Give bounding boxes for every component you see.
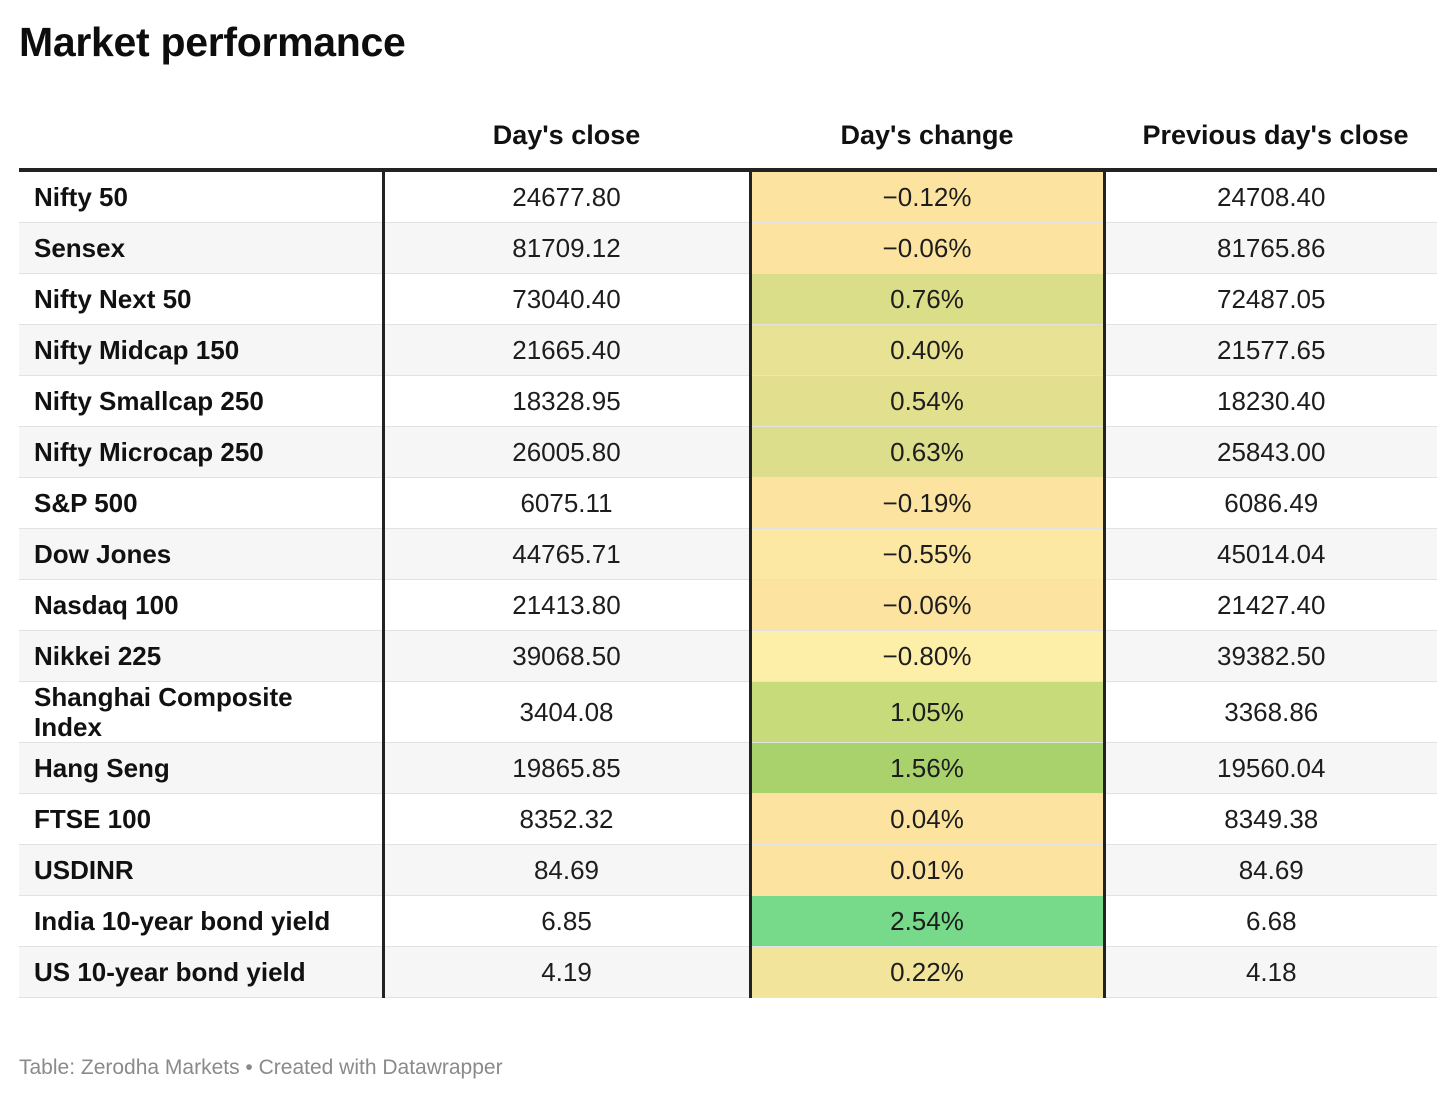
table-row: FTSE 100 8352.32 0.04% 8349.38: [19, 793, 1437, 845]
row-close-cell: 21665.40: [381, 324, 750, 376]
table-body: Nifty 50 24677.80 −0.12% 24708.40 Sensex 8170…: [19, 170, 1437, 998]
row-change-cell: 0.40%: [748, 324, 1104, 376]
table-row: S&P 500 6075.11 −0.19% 6086.49: [19, 477, 1437, 529]
table-row: Nikkei 225 39068.50 −0.80% 39382.50: [19, 630, 1437, 682]
row-name-cell: Hang Seng: [19, 742, 383, 794]
row-close-cell: 26005.80: [381, 426, 750, 478]
row-close-cell: 6.85: [381, 895, 750, 947]
row-close-cell: 84.69: [381, 844, 750, 896]
table-row: Dow Jones 44765.71 −0.55% 45014.04: [19, 528, 1437, 580]
table-row: India 10-year bond yield 6.85 2.54% 6.68: [19, 895, 1437, 947]
table-row: US 10-year bond yield 4.19 0.22% 4.18: [19, 946, 1437, 998]
row-close-cell: 39068.50: [381, 630, 750, 682]
row-change-cell: −0.06%: [748, 222, 1104, 274]
chart-title: Market performance: [19, 19, 406, 65]
row-prev-close-cell: 21577.65: [1102, 324, 1437, 376]
row-close-cell: 44765.71: [381, 528, 750, 580]
row-name-cell: Sensex: [19, 222, 383, 274]
row-close-cell: 81709.12: [381, 222, 750, 274]
row-prev-close-cell: 6.68: [1102, 895, 1437, 947]
row-change-cell: 0.76%: [748, 273, 1104, 325]
table-row: Shanghai Composite Index 3404.08 1.05% 3368…: [19, 681, 1437, 743]
row-close-cell: 6075.11: [381, 477, 750, 529]
row-name-cell: Shanghai Composite Index: [19, 681, 383, 743]
table-header-row: Day's close Day's change Previous day's …: [19, 102, 1437, 172]
row-prev-close-cell: 18230.40: [1102, 375, 1437, 427]
row-name-cell: Nikkei 225: [19, 630, 383, 682]
row-name-cell: Nifty Smallcap 250: [19, 375, 383, 427]
row-change-cell: −0.55%: [748, 528, 1104, 580]
row-prev-close-cell: 72487.05: [1102, 273, 1437, 325]
row-close-cell: 18328.95: [381, 375, 750, 427]
row-change-cell: −0.06%: [748, 579, 1104, 631]
row-name-cell: Nifty Next 50: [19, 273, 383, 325]
market-performance-table: Day's close Day's change Previous day's …: [19, 102, 1437, 998]
row-name-cell: Nifty Microcap 250: [19, 426, 383, 478]
table-row: Nifty Smallcap 250 18328.95 0.54% 18230.40: [19, 375, 1437, 427]
row-close-cell: 21413.80: [381, 579, 750, 631]
row-close-cell: 4.19: [381, 946, 750, 998]
row-change-cell: −0.12%: [748, 170, 1104, 223]
row-change-cell: 0.22%: [748, 946, 1104, 998]
row-name-cell: Nifty Midcap 150: [19, 324, 383, 376]
header-previous-close: Previous day's close: [1104, 102, 1437, 172]
table-row: Nifty 50 24677.80 −0.12% 24708.40: [19, 170, 1437, 223]
row-prev-close-cell: 24708.40: [1102, 170, 1437, 223]
row-name-cell: Nasdaq 100: [19, 579, 383, 631]
row-change-cell: 0.01%: [748, 844, 1104, 896]
row-name-cell: S&P 500: [19, 477, 383, 529]
row-change-cell: −0.80%: [748, 630, 1104, 682]
row-prev-close-cell: 4.18: [1102, 946, 1437, 998]
row-name-cell: Nifty 50: [19, 170, 383, 223]
row-change-cell: −0.19%: [748, 477, 1104, 529]
header-days-close: Day's close: [383, 102, 750, 172]
row-change-cell: 0.04%: [748, 793, 1104, 845]
row-close-cell: 8352.32: [381, 793, 750, 845]
row-change-cell: 2.54%: [748, 895, 1104, 947]
row-prev-close-cell: 84.69: [1102, 844, 1437, 896]
row-name-cell: USDINR: [19, 844, 383, 896]
row-change-cell: 0.63%: [748, 426, 1104, 478]
row-name-cell: India 10-year bond yield: [19, 895, 383, 947]
row-close-cell: 3404.08: [381, 681, 750, 743]
header-name: [19, 102, 383, 172]
row-change-cell: 1.56%: [748, 742, 1104, 794]
row-prev-close-cell: 19560.04: [1102, 742, 1437, 794]
row-prev-close-cell: 39382.50: [1102, 630, 1437, 682]
row-change-cell: 1.05%: [748, 681, 1104, 743]
header-days-change: Day's change: [750, 102, 1104, 172]
table-row: Hang Seng 19865.85 1.56% 19560.04: [19, 742, 1437, 794]
row-close-cell: 24677.80: [381, 170, 750, 223]
market-table-container: Day's close Day's change Previous day's …: [19, 102, 1437, 998]
row-prev-close-cell: 8349.38: [1102, 793, 1437, 845]
table-row: Sensex 81709.12 −0.06% 81765.86: [19, 222, 1437, 274]
row-prev-close-cell: 25843.00: [1102, 426, 1437, 478]
row-prev-close-cell: 45014.04: [1102, 528, 1437, 580]
table-row: Nifty Microcap 250 26005.80 0.63% 25843.00: [19, 426, 1437, 478]
row-close-cell: 19865.85: [381, 742, 750, 794]
row-change-cell: 0.54%: [748, 375, 1104, 427]
row-prev-close-cell: 3368.86: [1102, 681, 1437, 743]
table-row: Nifty Midcap 150 21665.40 0.40% 21577.65: [19, 324, 1437, 376]
table-row: Nasdaq 100 21413.80 −0.06% 21427.40: [19, 579, 1437, 631]
row-prev-close-cell: 21427.40: [1102, 579, 1437, 631]
source-footer: Table: Zerodha Markets • Created with Da…: [19, 1056, 503, 1079]
row-prev-close-cell: 81765.86: [1102, 222, 1437, 274]
table-row: USDINR 84.69 0.01% 84.69: [19, 844, 1437, 896]
row-prev-close-cell: 6086.49: [1102, 477, 1437, 529]
row-close-cell: 73040.40: [381, 273, 750, 325]
row-name-cell: US 10-year bond yield: [19, 946, 383, 998]
row-name-cell: FTSE 100: [19, 793, 383, 845]
table-row: Nifty Next 50 73040.40 0.76% 72487.05: [19, 273, 1437, 325]
row-name-cell: Dow Jones: [19, 528, 383, 580]
